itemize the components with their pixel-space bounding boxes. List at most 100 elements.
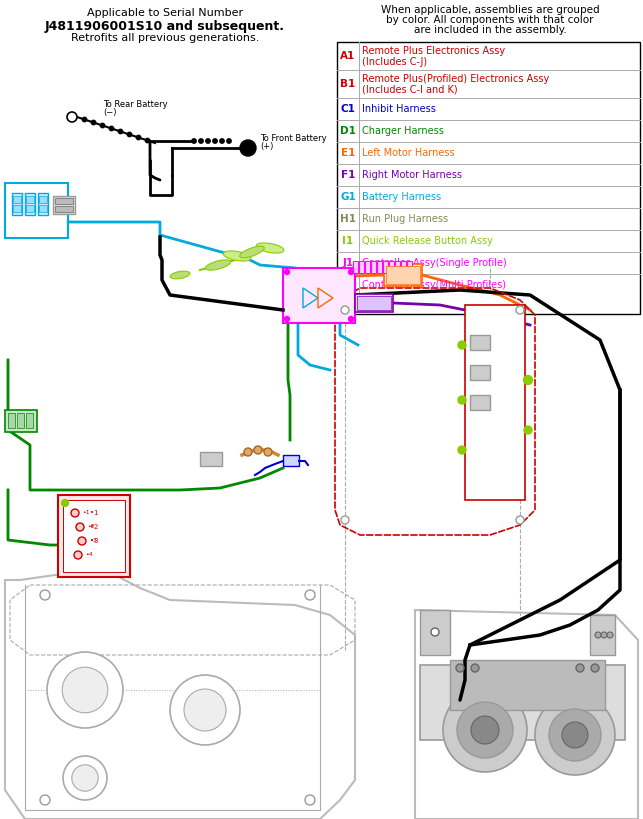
Bar (8, 413, 15, 428)
Bar (590, 615, 615, 655)
Bar (26, 413, 33, 428)
Text: (Includes C-J): (Includes C-J) (362, 57, 427, 67)
Bar (5, 183, 68, 238)
Circle shape (607, 632, 613, 638)
Circle shape (341, 306, 349, 314)
Text: •1: •1 (82, 510, 89, 515)
Bar (55, 198, 73, 204)
Text: •1: •1 (90, 510, 98, 516)
Text: •3: •3 (89, 539, 96, 544)
Circle shape (74, 551, 82, 559)
Text: G1: G1 (340, 192, 356, 202)
Ellipse shape (170, 271, 190, 278)
Text: Controller Assy(Multi Profiles): Controller Assy(Multi Profiles) (362, 280, 506, 290)
Circle shape (227, 138, 231, 143)
Circle shape (40, 795, 50, 805)
Circle shape (516, 516, 524, 524)
Circle shape (431, 628, 439, 636)
Bar (470, 335, 490, 350)
Bar (5, 410, 37, 432)
Circle shape (562, 722, 588, 748)
Text: H1: H1 (340, 214, 356, 224)
Bar (470, 365, 490, 380)
Circle shape (62, 500, 69, 506)
Circle shape (305, 795, 315, 805)
Bar (283, 268, 355, 323)
Text: J4811906001S10 and subsequent.: J4811906001S10 and subsequent. (45, 20, 285, 33)
Circle shape (595, 632, 601, 638)
Ellipse shape (240, 247, 264, 258)
Text: (−): (−) (103, 108, 116, 117)
Circle shape (206, 138, 210, 143)
Bar (283, 455, 299, 466)
Circle shape (591, 664, 599, 672)
Text: by color. All components with that color: by color. All components with that color (386, 15, 593, 25)
Bar (63, 500, 125, 572)
Text: •2: •2 (87, 524, 95, 530)
Bar (25, 193, 35, 215)
Text: Left Motor Harness: Left Motor Harness (362, 148, 455, 158)
Text: are included in the assembly.: are included in the assembly. (413, 25, 566, 35)
Bar (200, 452, 222, 466)
Text: (Includes C-I and K): (Includes C-I and K) (362, 85, 458, 95)
Bar (386, 266, 420, 284)
Circle shape (349, 269, 354, 274)
Text: To Rear Battery: To Rear Battery (103, 100, 168, 109)
Text: Remote Plus(Profiled) Electronics Assy: Remote Plus(Profiled) Electronics Assy (362, 74, 549, 84)
Text: B1: B1 (340, 79, 356, 89)
Bar (401, 261, 406, 273)
Text: Inhibit Harness: Inhibit Harness (362, 104, 436, 114)
Circle shape (40, 590, 50, 600)
Circle shape (62, 667, 108, 713)
Text: To Front Battery: To Front Battery (260, 134, 327, 143)
Circle shape (244, 448, 252, 456)
Text: K1: K1 (340, 280, 356, 290)
Bar (384, 264, 422, 286)
Circle shape (199, 138, 203, 143)
Circle shape (240, 140, 256, 156)
Circle shape (284, 269, 289, 274)
Circle shape (458, 341, 466, 349)
Circle shape (213, 138, 217, 143)
Bar (357, 296, 391, 310)
Bar (337, 42, 640, 314)
Bar (53, 196, 75, 214)
Circle shape (535, 695, 615, 775)
Bar (38, 193, 48, 215)
Bar (383, 261, 388, 273)
Text: Battery Harness: Battery Harness (362, 192, 441, 202)
Bar (355, 294, 393, 312)
Text: Retrofits all previous generations.: Retrofits all previous generations. (71, 33, 259, 43)
Circle shape (349, 316, 354, 322)
Circle shape (471, 664, 479, 672)
Text: (+): (+) (260, 142, 273, 151)
Text: Applicable to Serial Number: Applicable to Serial Number (87, 8, 243, 18)
Circle shape (576, 664, 584, 672)
Bar (389, 261, 394, 273)
Text: C1: C1 (341, 104, 356, 114)
Circle shape (443, 688, 527, 772)
Bar (39, 196, 47, 203)
Bar (377, 261, 382, 273)
Bar (13, 205, 21, 212)
Bar (450, 660, 605, 710)
Text: When applicable, assemblies are grouped: When applicable, assemblies are grouped (381, 5, 599, 15)
Circle shape (601, 632, 607, 638)
Text: A1: A1 (340, 51, 356, 61)
Text: Charger Harness: Charger Harness (362, 126, 444, 136)
Circle shape (220, 138, 224, 143)
Bar (420, 610, 450, 655)
Circle shape (341, 516, 349, 524)
Circle shape (471, 716, 499, 744)
Ellipse shape (256, 243, 284, 253)
Ellipse shape (205, 260, 231, 270)
Text: Run Plug Harness: Run Plug Harness (362, 214, 448, 224)
Ellipse shape (223, 251, 251, 261)
Circle shape (549, 709, 601, 761)
Circle shape (458, 446, 466, 454)
Circle shape (184, 689, 226, 731)
Circle shape (456, 664, 464, 672)
Text: •2: •2 (90, 524, 98, 530)
Circle shape (109, 126, 114, 131)
Text: •3: •3 (90, 538, 98, 544)
